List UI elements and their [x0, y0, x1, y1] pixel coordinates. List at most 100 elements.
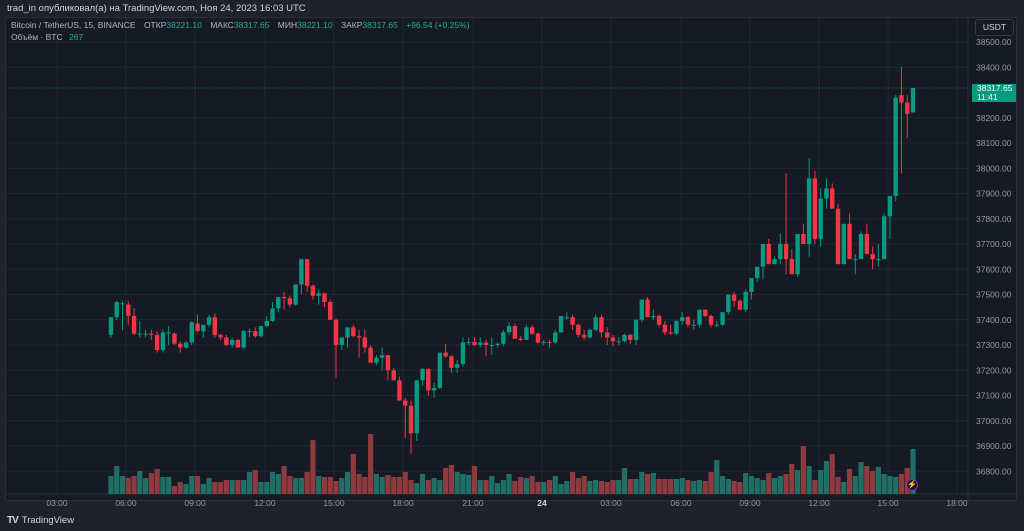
candle: [656, 315, 662, 325]
volume-bar: [668, 479, 674, 494]
volume-bar: [166, 477, 172, 494]
volume-bar: [327, 477, 333, 494]
candle: [824, 188, 829, 199]
volume-bar: [350, 454, 356, 494]
candle: [645, 299, 650, 318]
candle: [795, 233, 800, 275]
candle: [587, 329, 593, 338]
volume-bar: [460, 474, 466, 494]
volume-bar: [760, 480, 766, 494]
candle: [229, 339, 235, 345]
volume-bar: [708, 472, 714, 494]
volume-label[interactable]: Объём · BTC: [11, 31, 63, 42]
candle: [593, 317, 598, 330]
time-tick: 06:00: [115, 498, 137, 508]
volume-bar: [789, 464, 795, 494]
candle: [604, 332, 610, 338]
volume-bar: [575, 478, 581, 494]
volume-bar: [304, 472, 310, 494]
volume-bar: [881, 474, 887, 494]
volume-bar: [593, 480, 599, 494]
candle: [893, 97, 898, 197]
candle: [304, 259, 310, 286]
volume-bar: [714, 460, 720, 494]
candle: [731, 294, 737, 301]
candle: [910, 88, 916, 113]
candle: [708, 315, 714, 325]
volume-bar: [569, 472, 576, 494]
close-label: ЗАКР: [340, 20, 363, 30]
volume-bar: [633, 479, 639, 494]
candle: [830, 188, 835, 209]
price-tick: 37000.00: [976, 416, 1012, 426]
volume-bar: [477, 480, 483, 494]
open-value: 38221.10: [166, 20, 202, 30]
currency-button[interactable]: USDT: [975, 19, 1014, 36]
price-tick: 36900.00: [976, 441, 1012, 451]
candle: [749, 278, 754, 292]
volume-bar: [333, 481, 339, 494]
volume-bar: [443, 468, 449, 494]
candle: [206, 317, 212, 325]
candle: [847, 223, 852, 260]
candle: [478, 342, 483, 345]
volume-bar: [229, 480, 235, 494]
candle: [172, 333, 177, 344]
volume-bar: [454, 472, 460, 494]
candle: [703, 309, 708, 316]
candle: [356, 336, 362, 338]
low-value: 38221.10: [297, 20, 333, 30]
price-tick: 37500.00: [976, 290, 1012, 300]
candle: [339, 337, 344, 345]
volume-bar: [414, 483, 420, 494]
volume-bar: [875, 467, 881, 494]
volume-bar: [731, 481, 737, 494]
volume-bar: [743, 473, 749, 494]
volume-bar: [535, 482, 541, 494]
candle: [818, 198, 823, 239]
volume-bar: [131, 476, 137, 494]
candle: [501, 332, 506, 344]
volume-bar: [362, 477, 368, 494]
candle: [154, 334, 160, 351]
candle: [651, 315, 656, 318]
volume-bar: [275, 474, 281, 494]
candle: [806, 178, 812, 244]
candle: [120, 303, 125, 305]
volume-bar: [437, 480, 443, 494]
volume-bar: [408, 480, 414, 494]
candle: [420, 368, 425, 381]
candle: [316, 293, 321, 296]
time-tick: 24: [537, 498, 547, 508]
candle: [616, 341, 621, 343]
volume-bar: [471, 466, 478, 494]
volume-bar: [160, 477, 166, 494]
volume-bar: [235, 480, 241, 494]
volume-bar: [489, 476, 495, 494]
volume-bar: [483, 480, 489, 494]
volume-bar: [114, 466, 120, 494]
candle: [183, 342, 189, 348]
candle: [293, 284, 298, 305]
candle: [529, 327, 535, 334]
volume-bar: [639, 472, 645, 494]
volume-bar: [396, 477, 403, 494]
volume-bar: [610, 480, 616, 494]
lightning-icon[interactable]: ⚡: [906, 479, 918, 491]
volume-bar: [344, 472, 351, 494]
candle: [472, 341, 477, 345]
price-tick: 37300.00: [976, 340, 1012, 350]
volume-bar: [581, 476, 587, 494]
candle: [905, 102, 910, 114]
high-value: 38317.65: [233, 20, 270, 30]
volume-bar: [598, 481, 605, 494]
candle: [437, 352, 443, 388]
symbol-name[interactable]: Bitcoin / TetherUS, 15, BINANCE: [11, 20, 136, 30]
high-label: МАКС: [210, 20, 234, 30]
volume-bar: [893, 477, 899, 494]
price-tick: 37800.00: [976, 214, 1012, 224]
volume-bar: [621, 468, 628, 494]
volume-bar: [293, 478, 299, 494]
candle: [697, 309, 702, 325]
